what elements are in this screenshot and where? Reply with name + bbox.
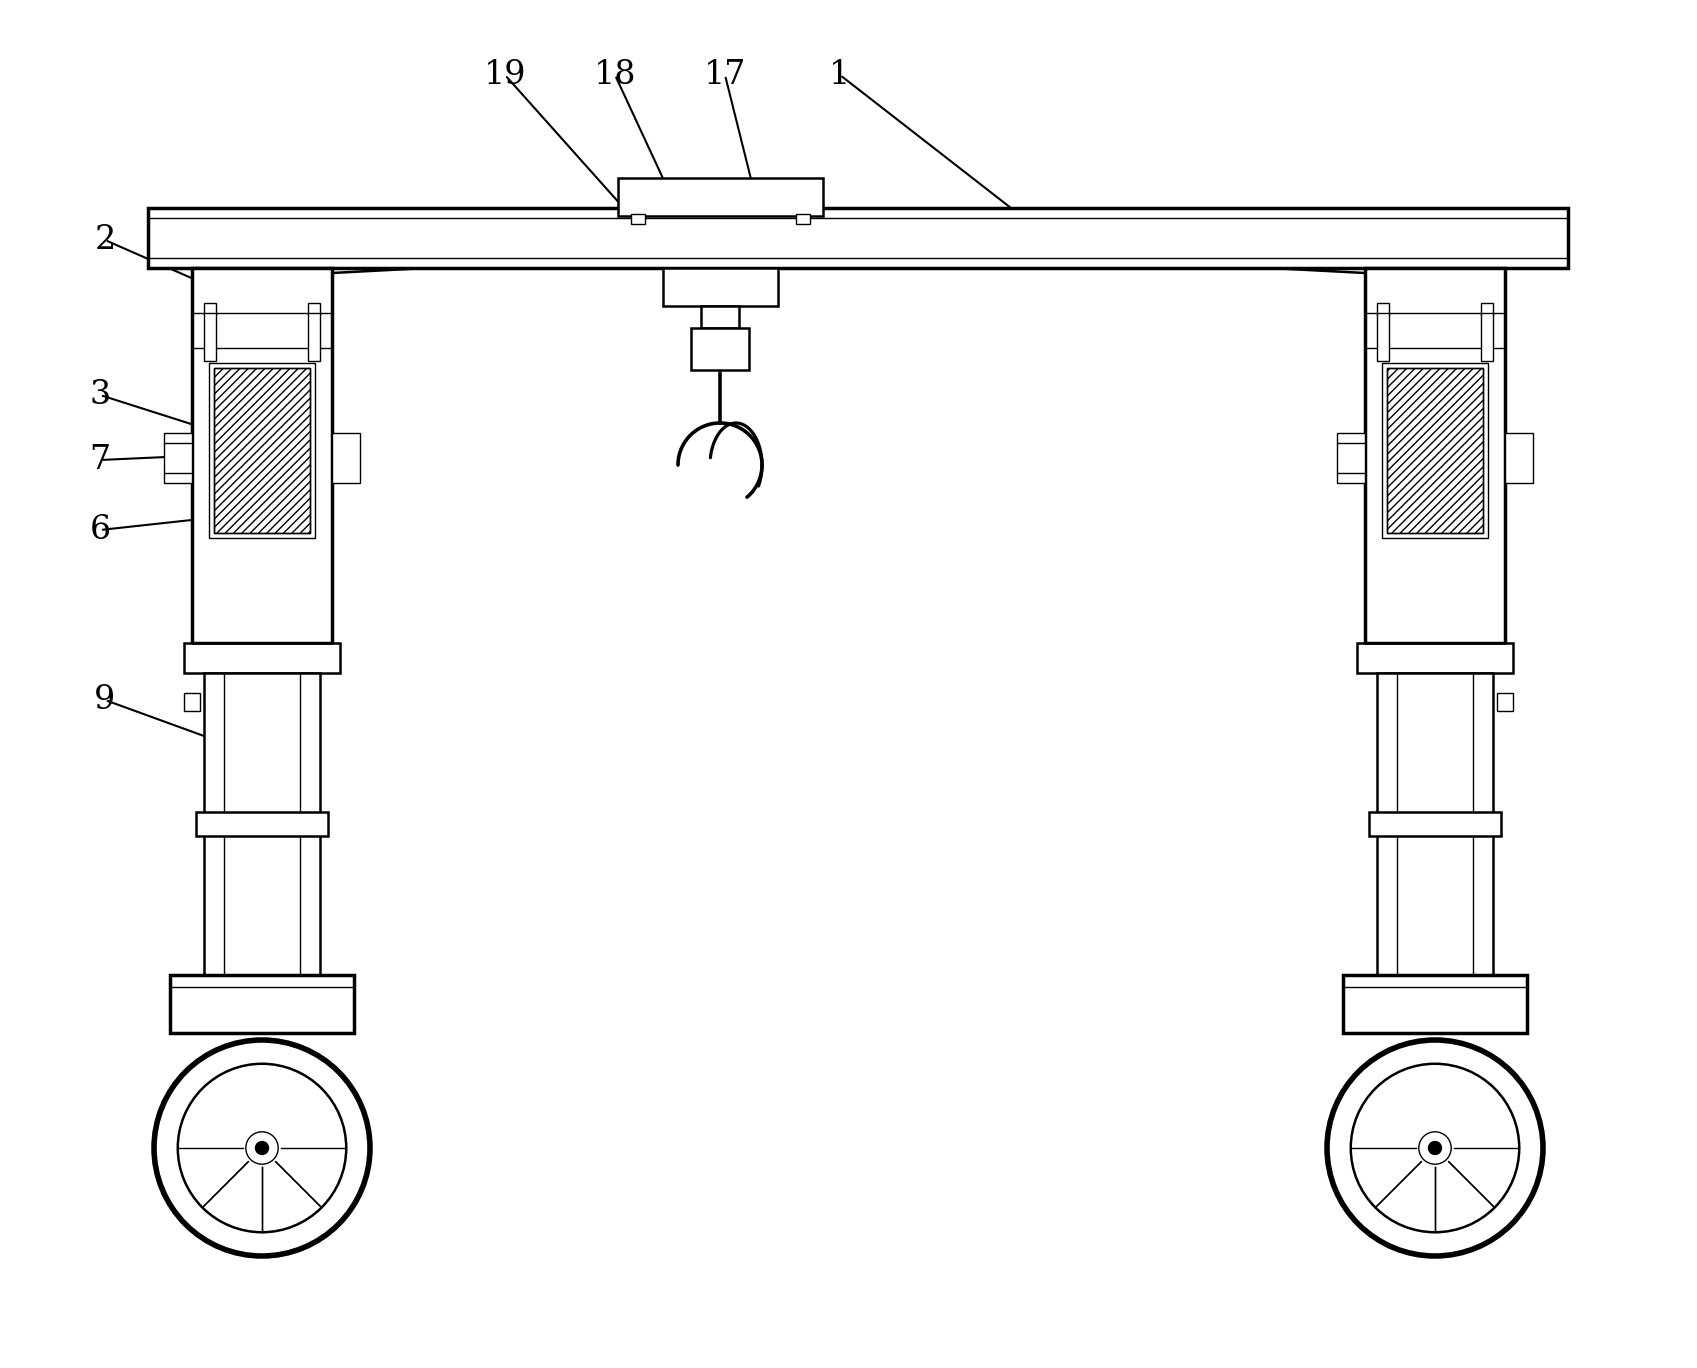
Bar xyxy=(701,306,738,328)
Bar xyxy=(618,178,823,216)
Bar xyxy=(1381,363,1488,538)
Text: 19: 19 xyxy=(484,59,526,92)
Bar xyxy=(1337,434,1364,483)
Bar xyxy=(796,213,809,224)
Text: 6: 6 xyxy=(90,514,110,546)
Bar xyxy=(1358,643,1514,673)
Bar xyxy=(183,643,339,673)
Bar xyxy=(1386,368,1483,534)
Circle shape xyxy=(154,1040,370,1256)
Text: 8: 8 xyxy=(1480,424,1500,456)
Bar xyxy=(170,975,355,1033)
Bar xyxy=(1386,368,1483,534)
Bar xyxy=(307,313,321,361)
Bar xyxy=(204,313,216,361)
Bar xyxy=(204,302,216,315)
Text: 5: 5 xyxy=(1480,534,1500,566)
Bar xyxy=(1369,813,1502,836)
Bar xyxy=(1481,313,1493,361)
Circle shape xyxy=(246,1131,278,1164)
Bar xyxy=(1481,302,1493,315)
Bar xyxy=(664,268,777,306)
Text: 18: 18 xyxy=(594,59,636,92)
Bar xyxy=(1376,313,1390,361)
Circle shape xyxy=(1351,1064,1519,1233)
Circle shape xyxy=(1429,1141,1441,1155)
Bar xyxy=(214,368,311,534)
Bar xyxy=(307,302,321,315)
Text: 7: 7 xyxy=(90,445,110,476)
Bar xyxy=(204,673,321,975)
Text: 4: 4 xyxy=(1480,494,1500,527)
Bar xyxy=(214,368,311,534)
Bar xyxy=(631,213,645,224)
Bar xyxy=(195,813,328,836)
Bar xyxy=(192,268,333,643)
Text: 9: 9 xyxy=(95,684,115,715)
Circle shape xyxy=(178,1064,346,1233)
Bar xyxy=(165,434,192,483)
Bar xyxy=(691,328,748,369)
Bar xyxy=(1376,302,1390,315)
Text: 3: 3 xyxy=(90,379,110,410)
Bar xyxy=(1505,434,1532,483)
Bar xyxy=(148,208,1568,268)
Text: 17: 17 xyxy=(704,59,747,92)
Bar xyxy=(183,694,200,711)
Bar xyxy=(209,363,316,538)
Circle shape xyxy=(1419,1131,1451,1164)
Text: 2: 2 xyxy=(95,224,115,256)
Bar xyxy=(1342,975,1527,1033)
Bar xyxy=(333,434,360,483)
Bar xyxy=(1497,694,1514,711)
Bar xyxy=(1364,268,1505,643)
Circle shape xyxy=(256,1141,268,1155)
Text: 1: 1 xyxy=(830,59,850,92)
Bar xyxy=(1376,673,1493,975)
Circle shape xyxy=(1327,1040,1543,1256)
